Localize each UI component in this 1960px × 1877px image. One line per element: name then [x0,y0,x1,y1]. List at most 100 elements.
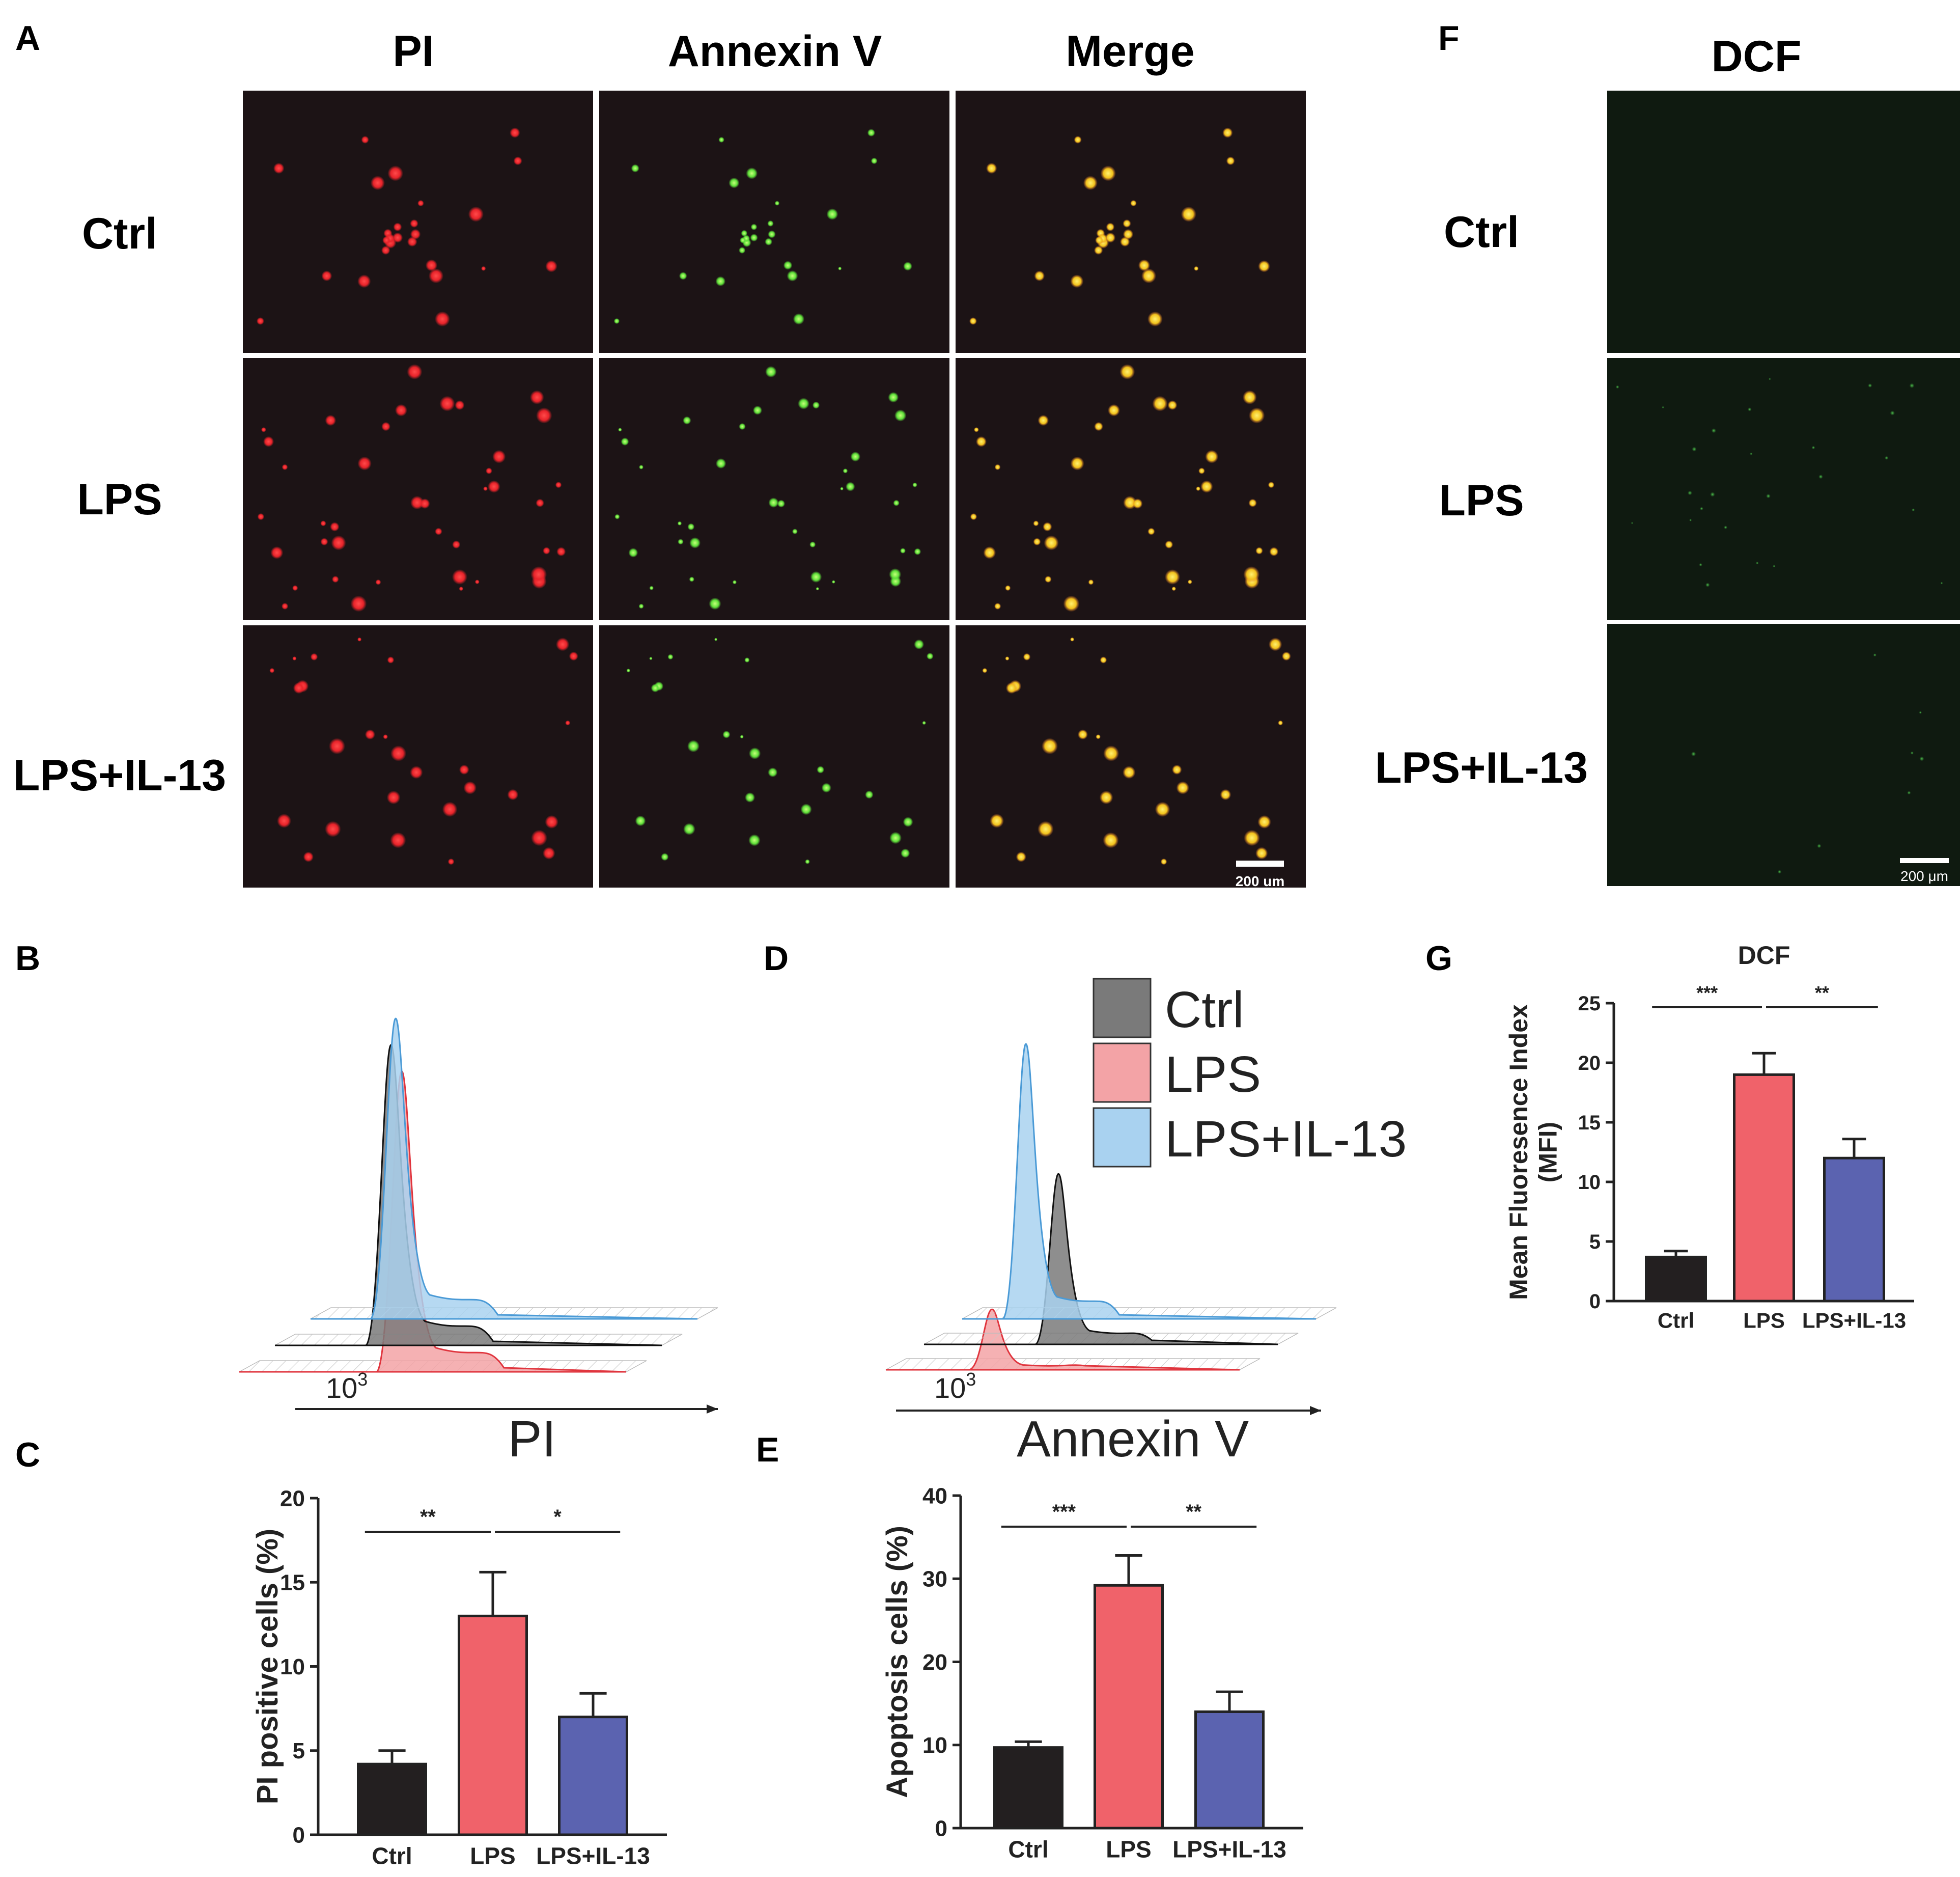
dcf-signal-spot [1750,452,1753,455]
cell-spot [1038,415,1049,426]
cell-spot [256,317,264,325]
dcf-signal-spot [1705,583,1710,587]
legend-swatch-Ctrl [1093,978,1152,1038]
micrograph-annexin-v-0 [599,91,949,353]
cell-spot [1123,766,1136,779]
cell-spot [1094,422,1103,431]
cell-spot [768,230,776,238]
cell-spot [383,734,388,739]
cell-spot [1042,738,1058,755]
cell-spot [390,746,407,761]
panel-a-micrograph-grid [243,91,1306,888]
cell-spot [777,500,786,508]
cell-spot [753,405,762,415]
cell-spot [545,260,557,272]
cell-spot [774,201,780,206]
cell-spot [750,224,758,231]
dcf-signal-spot [1662,406,1664,409]
cell-spot [281,602,289,610]
cell-spot [1249,407,1265,424]
bar-LPS [1733,1073,1795,1303]
y-tick-label: 40 [922,1483,947,1508]
cell-spot [1205,450,1219,463]
bar-LPS+IL-13 [558,1716,628,1836]
cell-spot [889,832,902,844]
cell-spot [1200,480,1213,493]
cell-spot [1171,586,1177,591]
cell-spot [613,318,620,324]
cell-spot [1243,566,1260,583]
panel-d-histogram: 103 Annexin V Ctrl LPS LPS+IL-13 [885,978,1407,1468]
cell-spot [767,220,774,227]
cell-spot [1258,260,1270,272]
cell-spot [1063,595,1080,612]
cell-spot [392,232,403,243]
dcf-micrograph-1 [1607,358,1960,620]
cell-spot [468,206,484,222]
cell-spot [687,523,695,531]
dcf-signal-spot [1724,526,1727,530]
cell-spot [455,400,465,410]
cell-spot [1194,266,1199,271]
cell-spot [976,436,987,447]
cell-spot [867,129,875,137]
significance-stars: ** [420,1506,436,1528]
cell-spot [1119,364,1135,380]
cell-spot [922,721,926,725]
cell-spot [435,528,442,535]
cell-spot [821,783,831,793]
cell-spot [871,157,878,164]
dcf-signal-spot [1699,563,1702,567]
cell-spot [1226,156,1235,165]
cell-spot [1108,404,1120,417]
cell-spot [982,668,988,673]
cell-spot [1070,456,1084,471]
cell-spot [914,548,921,556]
cell-spot [893,500,900,506]
legend-swatch-LPS [1093,1042,1152,1103]
histogram-series-LPS+IL-13 [962,1043,1317,1320]
cell-spot [843,468,848,474]
cell-spot [903,262,912,271]
cell-spot [765,238,773,246]
cell-spot [357,637,362,642]
cell-spot [439,396,455,411]
cell-spot [826,208,838,220]
micrograph-pi-2 [243,625,593,888]
cell-spot [390,832,406,848]
cell-spot [310,653,318,661]
cell-spot [425,259,438,271]
category-label-LPS+IL-13: LPS+IL-13 [536,1843,650,1869]
panel-f-scale-bar: 200 μm [1900,858,1949,884]
cell-spot [914,639,925,650]
cell-spot [483,486,488,491]
dcf-signal-spot [1909,383,1915,389]
cell-spot [1187,579,1192,585]
cell-spot [846,482,855,491]
dcf-signal-spot [1773,565,1776,568]
cell-spot [912,482,917,487]
cell-spot [679,272,687,280]
cell-spot [667,654,674,660]
cell-spot [370,176,385,190]
cell-spot [687,740,699,753]
y-axis-label: Mean Fluoresence Index [1504,1004,1533,1300]
cell-spot [435,311,450,327]
cell-spot [1181,206,1196,222]
dcf-signal-spot [1885,456,1889,460]
cell-spot [1165,540,1173,549]
cell-spot [1077,729,1088,740]
legend-label-LPS+IL-13: LPS+IL-13 [1165,1111,1407,1168]
cell-spot [331,535,346,550]
cell-spot [536,407,552,424]
cell-spot [510,127,520,138]
cell-spot [1248,499,1257,507]
cell-spot [1074,135,1082,144]
cell-spot [787,270,798,282]
cell-spot [1138,259,1151,271]
cell-spot [831,580,835,584]
panel-a-row-labels: Ctrl LPS LPS+IL-13 [13,209,226,800]
cell-spot [840,487,844,490]
dcf-row-label-lps-il13: LPS+IL-13 [1375,743,1588,792]
